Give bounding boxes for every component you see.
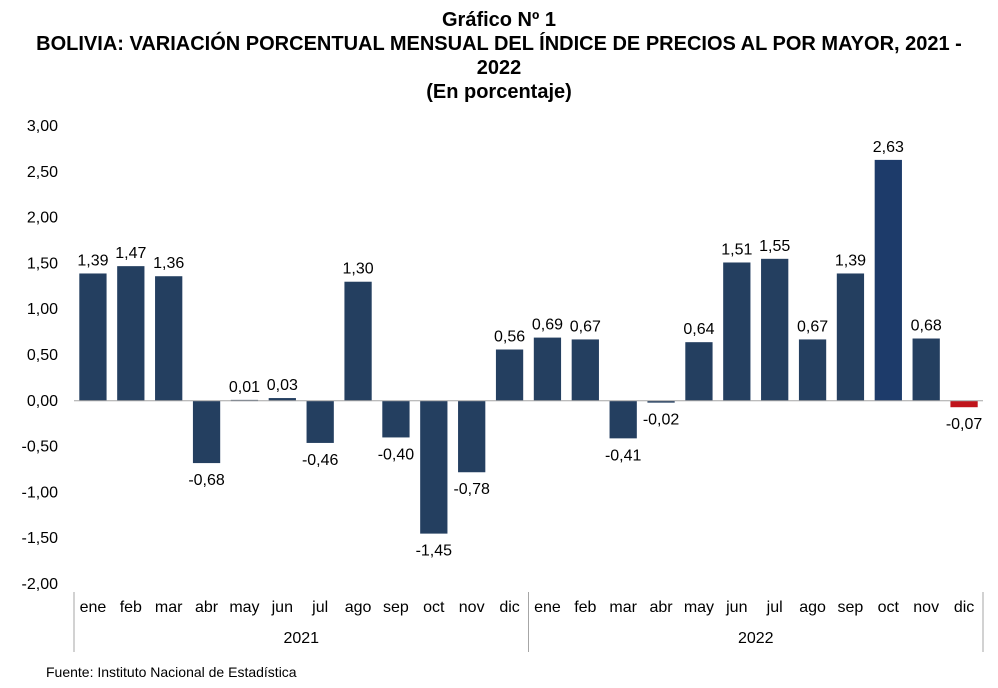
x-tick-label: nov bbox=[913, 599, 939, 616]
x-tick-label: feb bbox=[574, 599, 596, 616]
x-tick-label: feb bbox=[120, 599, 142, 616]
data-label: -1,45 bbox=[416, 543, 453, 560]
data-label: 1,30 bbox=[342, 261, 373, 278]
x-tick-label: dic bbox=[499, 599, 519, 616]
x-tick-label: mar bbox=[609, 599, 637, 616]
bar bbox=[950, 400, 978, 408]
x-tick-label: abr bbox=[650, 599, 674, 616]
bar bbox=[685, 342, 713, 401]
chart-title: BOLIVIA: VARIACIÓN PORCENTUAL MENSUAL DE… bbox=[36, 33, 962, 79]
x-tick-label: jul bbox=[766, 599, 783, 616]
bar bbox=[268, 398, 296, 401]
group-label: 2022 bbox=[738, 630, 774, 647]
x-tick-label: jul bbox=[311, 599, 328, 616]
y-tick-label: -1,00 bbox=[22, 484, 59, 501]
bar bbox=[458, 400, 486, 473]
data-label: -0,78 bbox=[453, 481, 490, 498]
y-tick-label: 1,00 bbox=[27, 301, 58, 318]
bar bbox=[155, 276, 183, 401]
bar bbox=[533, 337, 562, 401]
bar bbox=[192, 400, 221, 464]
y-tick-label: 2,00 bbox=[27, 210, 58, 227]
x-tick-label: abr bbox=[195, 599, 219, 616]
y-tick-label: -1,50 bbox=[22, 530, 59, 547]
x-tick-label: ene bbox=[80, 599, 107, 616]
bar bbox=[647, 400, 675, 403]
data-label: 0,67 bbox=[570, 318, 601, 335]
x-tick-label: nov bbox=[459, 599, 485, 616]
data-label: 0,56 bbox=[494, 329, 525, 346]
group-label: 2021 bbox=[283, 630, 319, 647]
bar bbox=[382, 400, 410, 438]
source-note: Fuente: Instituto Nacional de Estadístic… bbox=[46, 664, 297, 680]
data-label: 0,64 bbox=[683, 321, 714, 338]
x-tick-label: jun bbox=[271, 599, 293, 616]
x-tick-label: jun bbox=[725, 599, 747, 616]
data-label: 1,36 bbox=[153, 255, 184, 272]
data-label: -0,07 bbox=[946, 416, 983, 433]
x-tick-label: ene bbox=[534, 599, 561, 616]
data-label: 0,01 bbox=[229, 379, 260, 396]
x-tick-label: ago bbox=[345, 599, 372, 616]
y-tick-label: 3,00 bbox=[27, 118, 58, 135]
bar bbox=[571, 339, 599, 401]
x-tick-label: sep bbox=[383, 599, 409, 616]
y-tick-label: 1,50 bbox=[27, 255, 58, 272]
data-label: -0,02 bbox=[643, 412, 680, 429]
bar bbox=[761, 258, 789, 401]
bar bbox=[874, 159, 902, 401]
y-tick-label: -2,00 bbox=[22, 576, 59, 593]
x-tick-label: sep bbox=[838, 599, 864, 616]
y-tick-label: 0,00 bbox=[27, 393, 58, 410]
x-tick-label: may bbox=[684, 599, 714, 616]
data-label: -0,40 bbox=[378, 446, 415, 463]
bar bbox=[836, 273, 865, 401]
chart-subtitle: (En porcentaje) bbox=[426, 81, 572, 103]
data-label: 1,39 bbox=[835, 252, 866, 269]
data-label: -0,68 bbox=[188, 472, 225, 489]
data-label: 0,03 bbox=[267, 377, 298, 394]
data-label: -0,46 bbox=[302, 452, 339, 469]
data-label: 0,69 bbox=[532, 317, 563, 334]
bar bbox=[798, 339, 827, 401]
bar bbox=[117, 266, 145, 401]
data-label: 1,55 bbox=[759, 238, 790, 255]
bar bbox=[495, 349, 524, 401]
bar bbox=[344, 281, 372, 401]
x-tick-label: ago bbox=[799, 599, 826, 616]
chart-title-block: Gráfico Nº 1 BOLIVIA: VARIACIÓN PORCENTU… bbox=[0, 8, 998, 104]
data-label: 1,47 bbox=[115, 245, 146, 262]
figure-label: Gráfico Nº 1 bbox=[441, 9, 556, 31]
bar bbox=[912, 338, 940, 401]
bar bbox=[306, 400, 334, 443]
x-tick-label: oct bbox=[878, 599, 900, 616]
bar bbox=[609, 400, 637, 439]
bar bbox=[79, 273, 107, 401]
y-tick-label: 2,50 bbox=[27, 164, 58, 181]
data-label: 0,68 bbox=[911, 318, 942, 335]
y-tick-label: 0,50 bbox=[27, 347, 58, 364]
x-tick-label: dic bbox=[954, 599, 974, 616]
data-label: -0,41 bbox=[605, 447, 642, 464]
x-tick-label: mar bbox=[155, 599, 183, 616]
x-tick-label: oct bbox=[423, 599, 445, 616]
bar bbox=[420, 400, 448, 534]
data-label: 0,67 bbox=[797, 318, 828, 335]
x-tick-label: may bbox=[229, 599, 259, 616]
y-tick-label: -0,50 bbox=[22, 439, 59, 456]
bar bbox=[723, 262, 751, 401]
data-label: 1,39 bbox=[77, 252, 108, 269]
data-label: 2,63 bbox=[873, 139, 904, 156]
data-label: 1,51 bbox=[721, 241, 752, 258]
